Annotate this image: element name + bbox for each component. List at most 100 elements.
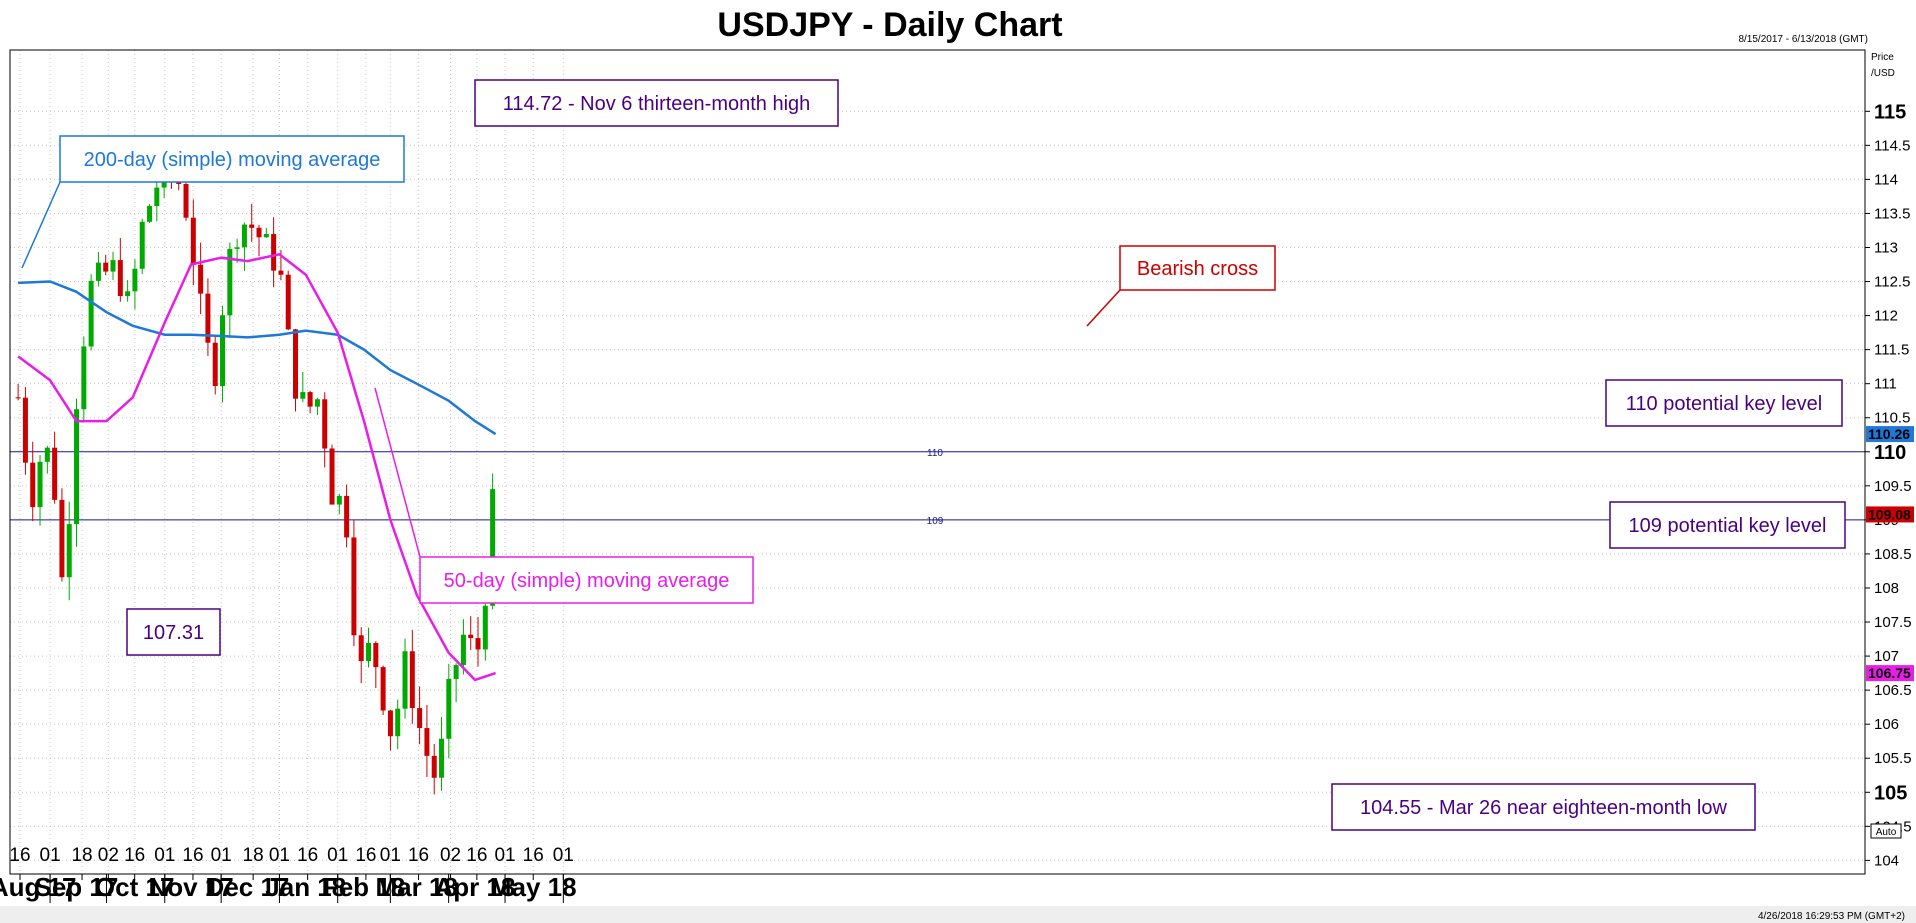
- candle-body: [446, 678, 452, 739]
- candle-body: [336, 495, 342, 505]
- x-day-tick-label: 01: [380, 845, 401, 866]
- candle-body: [205, 293, 211, 343]
- candle-body: [198, 264, 204, 294]
- last-value-tag: [1866, 426, 1914, 443]
- x-month-label: May 18: [490, 872, 577, 902]
- moving-average-lines: [17, 252, 497, 682]
- chart-title: USDJPY - Daily Chart: [717, 6, 1062, 44]
- x-month-label: Aug 17: [0, 872, 77, 902]
- candle-body: [409, 651, 415, 709]
- candle-body: [468, 634, 474, 639]
- annotation-box: [126, 608, 221, 656]
- annotation-box: [1605, 379, 1843, 427]
- candle-body: [227, 248, 233, 316]
- x-month-label: Feb 18: [323, 872, 405, 902]
- candle-body: [475, 638, 481, 650]
- candle-body: [490, 489, 496, 606]
- annotation-box: [1331, 783, 1756, 831]
- x-day-tick-label: 16: [182, 845, 203, 866]
- y-tick-label: 112: [1874, 308, 1898, 325]
- date-range-label: 8/15/2017 - 6/13/2018 (GMT): [1738, 34, 1868, 45]
- x-month-label: Dec 17: [206, 872, 290, 902]
- auto-scale-button[interactable]: [1870, 823, 1902, 839]
- candle-body: [431, 755, 437, 778]
- y-tick-label: 105: [1874, 782, 1907, 804]
- candle-body: [103, 262, 109, 272]
- price-axis-unit: /USD: [1871, 68, 1895, 79]
- candle-body: [314, 399, 320, 407]
- candle-body: [183, 183, 189, 218]
- x-day-tick-label: 01: [211, 845, 232, 866]
- x-day-tick-label: 01: [154, 845, 175, 866]
- price-axis: 104104.5105105.5106106.5107107.5108108.5…: [1865, 101, 1912, 869]
- candle-body: [329, 448, 335, 505]
- y-tick-label: 108.5: [1874, 546, 1912, 563]
- x-day-tick-label: 01: [269, 845, 290, 866]
- x-day-tick-label: 16: [408, 845, 429, 866]
- annotation-text: 110 potential key level: [1626, 393, 1822, 415]
- x-day-tick-label: 16: [9, 845, 30, 866]
- x-month-label: Nov 17: [148, 872, 233, 902]
- candle-body: [117, 260, 123, 297]
- x-day-tick-label: 01: [327, 845, 348, 866]
- grid-lines: [10, 50, 1865, 874]
- candle-body: [88, 280, 94, 347]
- key-level-label: 110: [927, 448, 943, 459]
- x-day-tick-label: 16: [124, 845, 145, 866]
- y-tick-label: 113.5: [1874, 205, 1910, 222]
- candle-body: [373, 642, 379, 668]
- candle-body: [380, 667, 386, 711]
- candle-body: [460, 634, 466, 666]
- ma50-line: [17, 252, 496, 682]
- annotation-text: 104.55 - Mar 26 near eighteen-month low: [1360, 797, 1727, 819]
- annotation-text: 114.72 - Nov 6 thirteen-month high: [503, 93, 811, 115]
- candle-body: [139, 221, 145, 269]
- candle-body: [22, 397, 28, 463]
- candle-body: [234, 247, 240, 249]
- candle-body: [285, 274, 291, 330]
- x-day-tick-label: 16: [355, 845, 376, 866]
- x-day-tick-label: 16: [466, 845, 487, 866]
- x-month-label: Sep 17: [34, 872, 118, 902]
- last-value-text: 106.75: [1868, 665, 1911, 681]
- y-tick-label: 106: [1874, 716, 1899, 733]
- candle-body: [358, 635, 364, 662]
- y-tick-label: 110: [1874, 442, 1906, 464]
- x-day-tick-label: 01: [40, 845, 61, 866]
- candle-body: [402, 651, 408, 709]
- y-tick-label: 113: [1874, 239, 1898, 256]
- x-day-tick-label: 02: [98, 845, 119, 866]
- annotation-pointer: [21, 181, 61, 269]
- y-tick-label: 115: [1874, 101, 1906, 123]
- candle-body: [37, 461, 43, 508]
- candle-body: [263, 234, 269, 238]
- candle-body: [66, 524, 72, 578]
- annotation-box: [1119, 245, 1276, 291]
- x-day-tick-label: 18: [71, 845, 92, 866]
- y-tick-label: 109.5: [1874, 478, 1912, 495]
- candle-body: [95, 262, 101, 281]
- x-month-label: Oct 17: [95, 872, 175, 902]
- x-day-tick-label: 01: [553, 845, 574, 866]
- x-month-label: Mar 18: [375, 872, 457, 902]
- annotation-text: 109 potential key level: [1629, 515, 1827, 537]
- candle-body: [395, 708, 401, 737]
- candle-body: [44, 447, 50, 462]
- y-tick-label: 108: [1874, 580, 1899, 597]
- y-tick-label: 111.5: [1874, 342, 1909, 359]
- candle-body: [482, 605, 488, 650]
- annotation-box: [1609, 501, 1846, 549]
- last-value-tags: 110.26 109.08 106.75: [1866, 426, 1914, 682]
- candle-body: [271, 234, 277, 271]
- candle-body: [30, 462, 36, 508]
- x-month-label: Apr 18: [434, 872, 515, 902]
- candle-body: [74, 409, 80, 525]
- last-value-text: 110.26: [1868, 426, 1910, 442]
- candle-body: [154, 187, 160, 207]
- annotation-text: Bearish cross: [1137, 258, 1258, 280]
- candle-body: [125, 291, 131, 297]
- candle-body: [424, 728, 430, 756]
- footer-timestamp: 4/26/2018 16:29:53 PM (GMT+2): [1758, 911, 1905, 922]
- candle-body: [387, 710, 393, 737]
